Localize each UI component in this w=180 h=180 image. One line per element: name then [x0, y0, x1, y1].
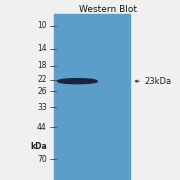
- Text: 26: 26: [37, 87, 47, 96]
- Text: 33: 33: [37, 103, 47, 112]
- Text: 10: 10: [37, 21, 47, 30]
- Text: kDa: kDa: [30, 142, 47, 151]
- Text: 22: 22: [37, 75, 47, 84]
- Ellipse shape: [58, 79, 97, 84]
- Text: 23kDa: 23kDa: [144, 77, 171, 86]
- Text: 70: 70: [37, 155, 47, 164]
- Text: Western Blot: Western Blot: [79, 5, 137, 14]
- Text: 44: 44: [37, 123, 47, 132]
- Text: 18: 18: [37, 61, 47, 70]
- Text: 14: 14: [37, 44, 47, 53]
- Bar: [54, 14, 130, 180]
